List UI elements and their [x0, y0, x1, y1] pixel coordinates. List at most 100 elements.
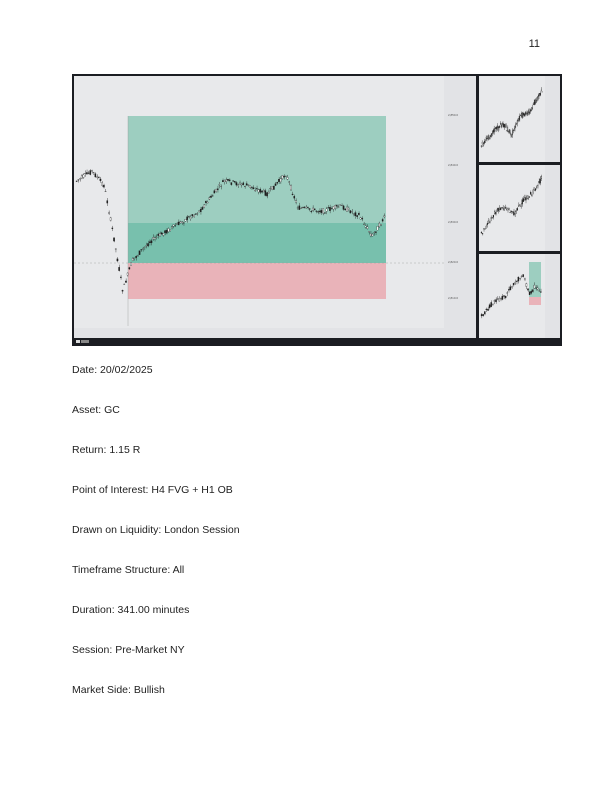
candle-body — [518, 205, 520, 207]
candle-body — [358, 212, 360, 215]
candle-body — [480, 314, 483, 317]
field-point-of-interest: Point of Interest: H4 FVG + H1 OB — [72, 484, 233, 496]
candle-body — [162, 233, 165, 236]
candle-body — [541, 91, 543, 93]
candle-body — [506, 129, 508, 131]
candle-body — [530, 290, 532, 294]
candle-body — [256, 188, 258, 190]
candle-body — [361, 218, 364, 220]
candle-body — [335, 205, 338, 207]
candle-body — [349, 210, 352, 214]
field-asset: Asset: GC — [72, 404, 120, 416]
candle-body — [498, 298, 500, 302]
candle-body — [245, 183, 248, 186]
candle-body — [332, 206, 335, 210]
price-tick-label: 2,850.0 — [448, 113, 458, 117]
candle-body — [502, 207, 504, 209]
candle-body — [271, 186, 273, 190]
candle-body — [339, 204, 341, 206]
candle-body — [235, 182, 238, 186]
candle-body — [143, 246, 146, 248]
candle-body — [482, 145, 484, 147]
price-axis — [545, 165, 560, 251]
candle-body — [215, 188, 217, 192]
candle-body — [508, 129, 510, 133]
candle-body — [148, 241, 151, 243]
candle-body — [485, 308, 488, 310]
candle-body — [188, 216, 190, 218]
candle-body — [495, 212, 497, 215]
candle-body — [514, 281, 516, 284]
price-axis — [545, 254, 560, 338]
candle-body — [528, 112, 530, 114]
candle-body — [172, 224, 175, 227]
candle-body — [250, 186, 253, 188]
candle-body — [496, 209, 498, 212]
candle-body — [182, 222, 185, 224]
candle-body — [537, 185, 539, 187]
candle-body — [252, 187, 255, 190]
candle-body — [538, 290, 540, 292]
candle-body — [498, 126, 500, 129]
candle-body — [101, 182, 103, 186]
candle-body — [138, 250, 141, 255]
candle-body — [497, 127, 499, 130]
candle-body — [137, 255, 139, 257]
candle-body — [208, 197, 211, 200]
price-tick-label: 2,840.0 — [448, 163, 458, 167]
candle-body — [222, 180, 224, 183]
candle-body — [521, 113, 523, 118]
candle-body — [257, 189, 260, 193]
candle-body — [509, 211, 511, 214]
candle-body — [507, 208, 509, 211]
candle-body — [525, 112, 527, 114]
candle-body — [530, 192, 532, 195]
candle-body — [493, 128, 495, 133]
candle-body — [535, 287, 537, 289]
candle-body — [381, 219, 384, 222]
candle-body — [322, 208, 324, 214]
candle-body — [508, 289, 510, 291]
candle-body — [512, 129, 514, 131]
candle-body — [524, 278, 526, 280]
candle-body — [531, 194, 533, 196]
candle-body — [179, 221, 182, 224]
candle-body — [501, 207, 503, 209]
candle-body — [496, 298, 499, 300]
candle-body — [495, 127, 497, 129]
candle-body — [108, 212, 110, 214]
candle-body — [120, 276, 122, 278]
stop-loss-zone — [128, 263, 386, 299]
candle-body — [521, 199, 523, 205]
candle-body — [87, 172, 90, 174]
candle-body — [516, 123, 517, 125]
candle-body — [308, 208, 311, 210]
candle-body — [528, 196, 530, 198]
candle-body — [532, 189, 534, 193]
candle-body — [526, 111, 528, 115]
candle-body — [490, 217, 492, 219]
candle-body — [504, 124, 505, 128]
candle-body — [77, 179, 80, 181]
candle-body — [315, 210, 318, 212]
candle-body — [223, 180, 226, 182]
candle-body — [199, 208, 202, 213]
candle-body — [520, 114, 521, 116]
candle-body — [346, 206, 348, 212]
candle-body — [508, 131, 509, 133]
candle-body — [284, 175, 287, 177]
candle-body — [503, 208, 505, 210]
candle-body — [540, 93, 541, 96]
candle-body — [344, 208, 347, 211]
candle-body — [380, 224, 382, 226]
candle-body — [216, 188, 219, 191]
candle-body — [510, 210, 512, 212]
candle-body — [99, 178, 102, 181]
candle-body — [532, 289, 534, 292]
tradingview-logo-icon — [76, 339, 90, 345]
candle-body — [228, 179, 231, 182]
candle-body — [160, 232, 163, 235]
candle-body — [528, 110, 529, 114]
candle-body — [520, 205, 522, 207]
candle-body — [536, 96, 538, 101]
